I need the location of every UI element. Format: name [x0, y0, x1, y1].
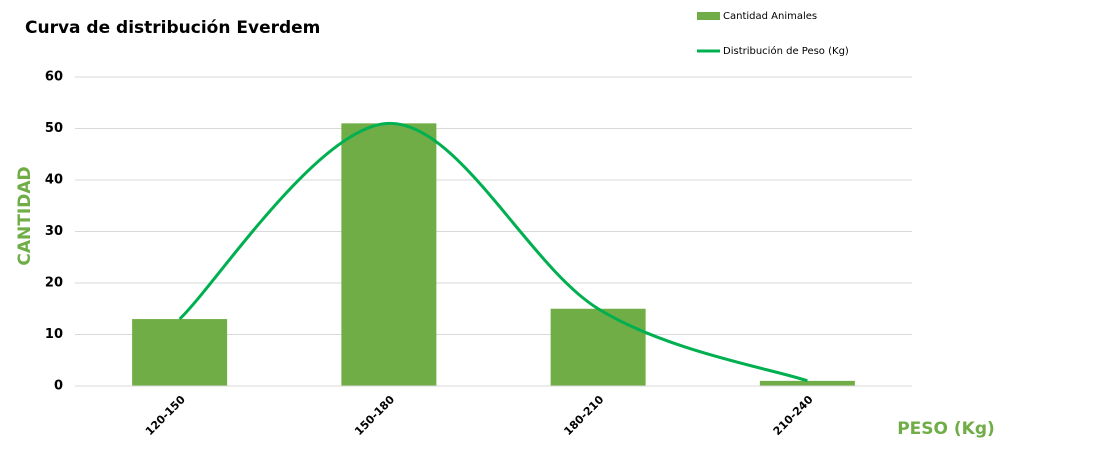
- y-tick-label: 0: [54, 379, 63, 394]
- y-tick-label: 20: [45, 276, 63, 291]
- bar: [759, 380, 855, 386]
- legend-label: Distribución de Peso (Kg): [723, 45, 849, 57]
- x-tick-label: 120-150: [143, 393, 188, 438]
- bar: [132, 319, 228, 386]
- x-tick-label: 150-180: [352, 393, 397, 438]
- y-tick-label: 10: [45, 327, 63, 342]
- x-axis-label: PESO (Kg): [897, 419, 995, 439]
- bar: [341, 123, 437, 386]
- line: [178, 121, 808, 383]
- x-tick-label: 180-210: [561, 393, 606, 438]
- legend-label: Cantidad Animales: [723, 11, 817, 22]
- y-tick-label: 50: [45, 121, 63, 136]
- chart-title: Curva de distribución Everdem: [25, 18, 320, 38]
- y-tick-label: 60: [45, 70, 63, 85]
- y-tick-label: 40: [45, 173, 63, 188]
- y-tick-label: 30: [45, 224, 63, 239]
- legend-swatch: [697, 12, 720, 20]
- x-tick-label: 210-240: [771, 393, 816, 438]
- y-axis-label: CANTIDAD: [15, 166, 35, 265]
- bar: [550, 308, 646, 386]
